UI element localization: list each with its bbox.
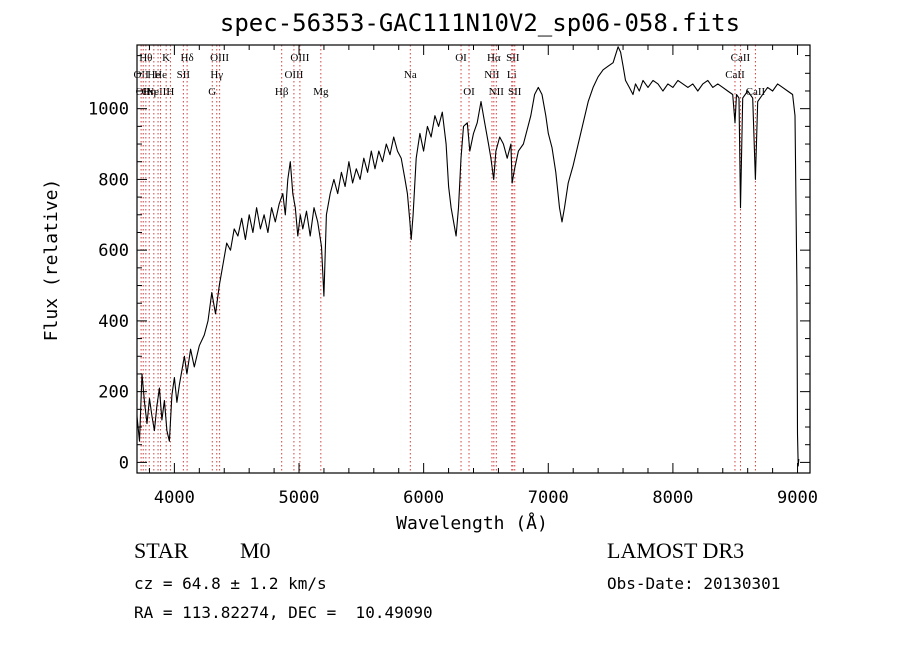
- line-marker-label: CaII: [731, 52, 751, 64]
- line-marker-label: OI: [463, 86, 475, 98]
- line-marker-label: K: [162, 52, 170, 64]
- series-layer: [136, 46, 800, 467]
- axes: [136, 44, 811, 474]
- line-marker-label: OIII: [284, 69, 303, 81]
- line-marker-label: SII: [506, 52, 520, 64]
- redshift-cz: cz = 64.8 ± 1.2 km/s: [134, 574, 327, 593]
- line-marker-label: Li: [507, 69, 517, 81]
- x-tick-label: 4000: [154, 488, 195, 508]
- line-markers: OIIOIIHθHηHeNeIIIHeKHSIIHδGHγOIIIHβOIIIO…: [133, 45, 766, 473]
- plot-frame: [136, 44, 811, 474]
- line-marker-label: NII: [489, 86, 505, 98]
- line-marker-label: Hδ: [181, 52, 194, 64]
- coordinates: RA = 113.82274, DEC = 10.49090: [134, 603, 433, 622]
- line-marker-label: OI: [455, 52, 467, 64]
- x-tick-label: 5000: [279, 488, 320, 508]
- line-marker-label: Hβ: [275, 86, 289, 98]
- x-tick-label: 9000: [777, 488, 818, 508]
- line-marker-label: NeIII: [146, 86, 170, 98]
- y-tick-label: 800: [98, 170, 129, 190]
- survey-name: LAMOST DR3: [607, 538, 745, 563]
- spectrum-line-0: [136, 46, 800, 467]
- y-tick-label: 400: [98, 312, 129, 332]
- y-axis-label: Flux (relative): [41, 179, 62, 342]
- line-marker-label: He: [147, 69, 160, 81]
- line-marker-label: OIII: [290, 52, 309, 64]
- line-marker-label: Hγ: [210, 69, 223, 81]
- y-tick-label: 1000: [88, 100, 129, 120]
- line-marker-label: Hη: [142, 86, 156, 98]
- y-tick-label: 200: [98, 383, 129, 403]
- line-marker-label: Mg: [313, 86, 329, 98]
- object-subclass: M0: [240, 538, 271, 563]
- line-marker-label: OIII: [210, 52, 229, 64]
- x-tick-label: 7000: [528, 488, 569, 508]
- x-tick-label: 6000: [403, 488, 444, 508]
- line-marker-label: CaII: [725, 69, 745, 81]
- line-marker-label: Na: [404, 69, 417, 81]
- line-marker-label: NII: [484, 69, 500, 81]
- line-marker-label: OII: [136, 86, 152, 98]
- line-marker-label: SII: [177, 69, 191, 81]
- line-marker-label: Hα: [487, 52, 501, 64]
- obs-date: Obs-Date: 20130301: [607, 574, 781, 593]
- y-tick-label: 0: [119, 453, 129, 473]
- line-marker-label: He: [154, 69, 167, 81]
- x-axis-label: Wavelength (Å): [396, 512, 548, 534]
- axis-ticks: 4000 5000 6000 7000 8000 9000 0 200 400 600 800 100…: [88, 45, 818, 508]
- line-marker-label: SII: [508, 86, 522, 98]
- y-tick-label: 600: [98, 241, 129, 261]
- object-class: STAR: [134, 538, 189, 563]
- line-marker-label: H: [166, 86, 174, 98]
- line-marker-label: Hθ: [139, 52, 152, 64]
- x-tick-label: 8000: [652, 488, 693, 508]
- line-marker-label: G: [208, 86, 216, 98]
- chart-title: spec-56353-GAC111N10V2_sp06-058.fits: [220, 9, 740, 37]
